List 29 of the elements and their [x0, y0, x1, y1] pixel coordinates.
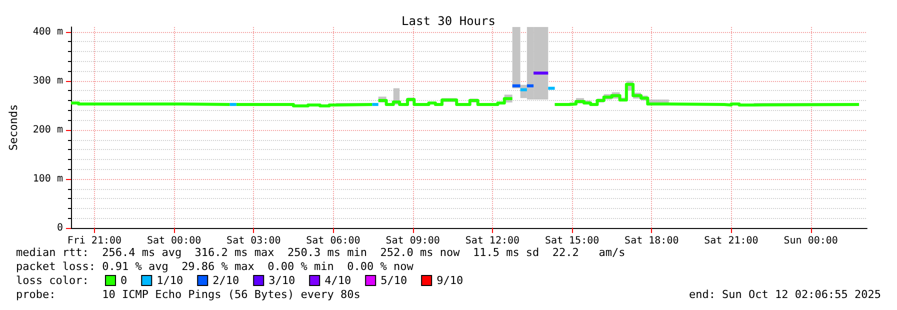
x-tick-label: Sat 06:00 — [306, 236, 360, 246]
y-tick-label: 100 m — [32, 173, 63, 184]
y-tick-label: 200 m — [32, 124, 63, 136]
x-tick-label: Sat 03:00 — [226, 236, 281, 246]
text: probe: 10 ICMP Echo Pings (56 Bytes) every 80s — [16, 288, 360, 301]
y-tick-label: 300 m — [32, 75, 63, 86]
x-tick-label: Sun 00:00 — [784, 236, 838, 246]
text: median rtt: 256.4 ms avg 316.2 ms max 250.3 ms min 252.0 ms now 11.5 ms sd 22.2 am/s — [16, 246, 626, 259]
legend-label: 4/10 — [324, 274, 352, 287]
x-tick-label: Sat 00:00 — [146, 236, 202, 246]
x-tick-label: Sat 15:00 — [544, 236, 600, 246]
x-tick-label: Sat 12:00 — [465, 236, 520, 246]
legend-label: 2/10 — [212, 274, 240, 287]
x-tick-label: Sat 09:00 — [386, 236, 440, 246]
x-tick-label: Sat 21:00 — [704, 236, 758, 246]
legend-label: 3/10 — [268, 274, 296, 287]
y-axis-title: Seconds — [7, 104, 20, 151]
legend-label: 9/10 — [436, 274, 464, 287]
text: end: Sun Oct 12 02:06:55 2025 — [688, 288, 882, 301]
legend-title: loss color: — [16, 274, 89, 287]
legend-label: 5/10 — [380, 274, 408, 287]
y-tick-label: 400 m — [32, 26, 63, 38]
text: packet loss: 0.91 % avg 29.86 % max 0.00 % min 0.00 % now — [16, 260, 414, 273]
legend-label: 0 — [120, 274, 128, 287]
x-tick-label: Sat 18:00 — [624, 236, 679, 246]
x-tick-label: Fri 21:00 — [67, 236, 122, 246]
chart-title: Last 30 Hours — [402, 14, 496, 28]
y-tick-label: 0 — [56, 222, 63, 234]
legend-label: 1/10 — [156, 274, 184, 287]
